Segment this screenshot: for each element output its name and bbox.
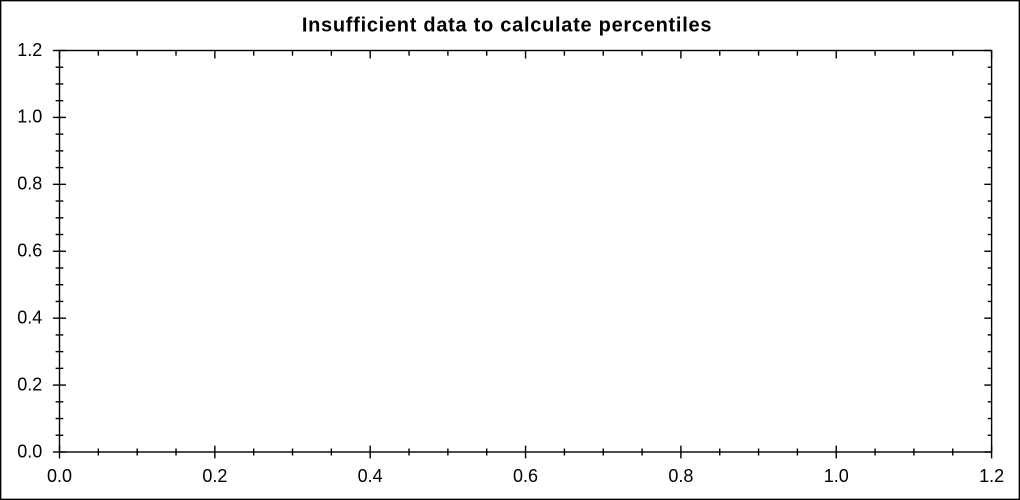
svg-text:0.8: 0.8 [17, 174, 42, 194]
svg-text:0.0: 0.0 [17, 441, 42, 461]
svg-text:0.6: 0.6 [17, 241, 42, 261]
svg-text:Insufficient data to calculate: Insufficient data to calculate percentil… [302, 14, 712, 36]
svg-text:0.4: 0.4 [17, 307, 42, 327]
svg-text:0.0: 0.0 [47, 466, 72, 486]
svg-text:0.2: 0.2 [17, 374, 42, 394]
svg-text:0.2: 0.2 [202, 466, 227, 486]
svg-text:1.0: 1.0 [17, 107, 42, 127]
svg-text:1.0: 1.0 [824, 466, 849, 486]
svg-text:0.4: 0.4 [358, 466, 383, 486]
svg-text:1.2: 1.2 [979, 466, 1004, 486]
svg-text:0.8: 0.8 [668, 466, 693, 486]
svg-text:0.6: 0.6 [513, 466, 538, 486]
svg-text:1.2: 1.2 [17, 40, 42, 60]
